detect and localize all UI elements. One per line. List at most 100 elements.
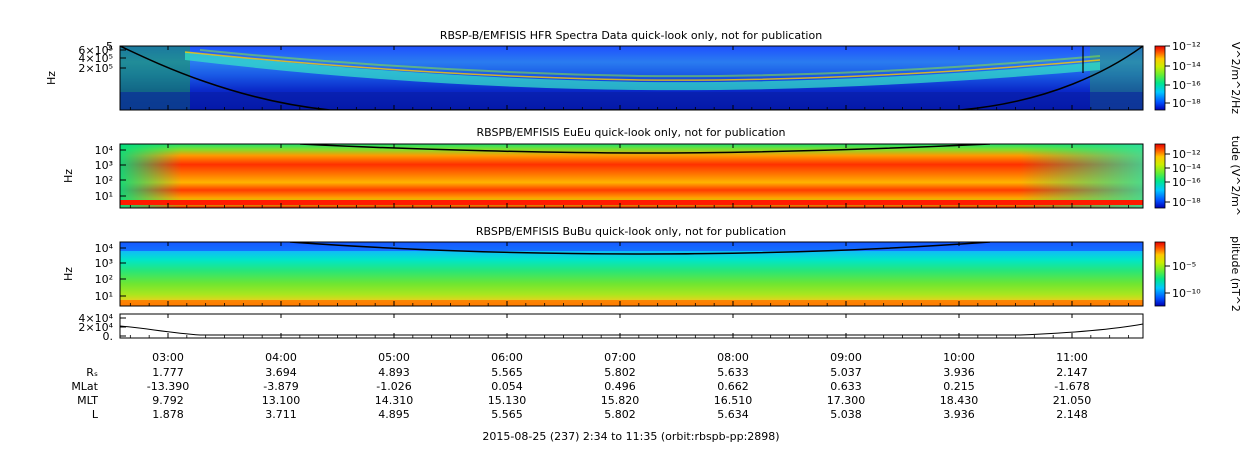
bubu-spectrogram (120, 242, 1143, 306)
ephemeris-value: 0.054 (491, 380, 523, 393)
ephemeris-value: 5.634 (717, 408, 749, 421)
ephemeris-value: 5.565 (491, 408, 523, 421)
time-axis: 03:00 04:00 05:00 06:00 07:00 08:00 09:00 10:00… (129, 46, 1129, 364)
ephemeris-value: -13.390 (147, 380, 189, 393)
colorbar-tick-label: 10⁻¹² (1172, 40, 1201, 53)
eueu-title: RBSPB/EMFISIS EuEu quick-look only, not … (476, 126, 785, 139)
ephemeris-value: 3.694 (265, 366, 297, 379)
bubu-boundary-curve (289, 242, 991, 255)
colorbar-tick-label: 10⁻¹⁴ (1172, 162, 1201, 175)
hfr-ylabel: Hz (45, 71, 58, 85)
ephemeris-value: 0.633 (830, 380, 862, 393)
ephemeris-table: Rₛ 1.777 3.694 4.893 5.565 5.802 5.633 5.037 3.9… (71, 366, 1091, 421)
colorbar-tick-label: 10⁻¹⁴ (1172, 60, 1201, 73)
ephemeris-value: 5.633 (717, 366, 749, 379)
ephemeris-row-label: MLat (71, 380, 98, 393)
ephemeris-value: 3.936 (943, 408, 975, 421)
hfr-panel: RBSP-B/EMFISIS HFR Spectra Data quick-lo… (45, 29, 1242, 114)
ytick-label: 4×10⁵ (78, 52, 113, 65)
ytick-label: 10² (95, 174, 113, 187)
hfr-title: RBSP-B/EMFISIS HFR Spectra Data quick-lo… (440, 29, 822, 42)
ephemeris-value: -1.678 (1054, 380, 1089, 393)
hfr-colorbar: 10⁻¹² 10⁻¹⁴ 10⁻¹⁶ 10⁻¹⁸ V^2/m^2/Hz (1154, 40, 1242, 114)
ephemeris-value: 5.802 (604, 408, 636, 421)
ytick-label: 0. (103, 330, 114, 343)
ephemeris-value: -1.026 (376, 380, 411, 393)
bubu-colorbar-label: plitude (nT^2 (1229, 236, 1242, 312)
ephemeris-value: 16.510 (714, 394, 753, 407)
bubu-panel: RBSPB/EMFISIS BuBu quick-look only, not … (62, 225, 1242, 312)
ephemeris-value: 9.792 (152, 394, 184, 407)
hfr-colorbar-label: V^2/m^2/Hz (1229, 42, 1242, 114)
colorbar-tick-label: 10⁻⁵ (1172, 260, 1196, 273)
hfr-ytick-top: 5 (106, 40, 113, 53)
ephemeris-value: -3.879 (263, 380, 298, 393)
line-panel-curve (119, 323, 1144, 336)
ephemeris-value: 5.038 (830, 408, 862, 421)
ephemeris-value: 15.820 (601, 394, 640, 407)
time-tick-label: 06:00 (491, 351, 523, 364)
colorbar-tick-label: 10⁻¹⁶ (1172, 176, 1201, 189)
ephemeris-value: 5.037 (830, 366, 862, 379)
bubu-title: RBSPB/EMFISIS BuBu quick-look only, not … (476, 225, 786, 238)
colorbar-tick-label: 10⁻¹² (1172, 148, 1201, 161)
ephemeris-value: 17.300 (827, 394, 866, 407)
ephemeris-value: 18.430 (940, 394, 979, 407)
ephemeris-value: 5.802 (604, 366, 636, 379)
ephemeris-value: 2.148 (1056, 408, 1088, 421)
footer-text: 2015-08-25 (237) 2:34 to 11:35 (orbit:rb… (482, 430, 779, 443)
ytick-label: 10⁴ (95, 242, 114, 255)
ephemeris-value: 1.777 (152, 366, 184, 379)
colorbar-tick-label: 10⁻¹⁶ (1172, 79, 1201, 92)
eueu-panel: RBSPB/EMFISIS EuEu quick-look only, not … (62, 126, 1242, 216)
ephemeris-value: 0.496 (604, 380, 636, 393)
ephemeris-value: 0.215 (943, 380, 975, 393)
ephemeris-value: 13.100 (262, 394, 301, 407)
time-tick-label: 09:00 (830, 351, 862, 364)
ephemeris-value: 3.936 (943, 366, 975, 379)
ytick-label: 10² (95, 273, 113, 286)
bubu-ylabel: Hz (62, 267, 75, 281)
ephemeris-value: 14.310 (375, 394, 414, 407)
hfr-spectrogram (120, 46, 1143, 110)
time-tick-label: 11:00 (1056, 351, 1088, 364)
ytick-label: 6×10⁵ (78, 44, 113, 57)
time-tick-label: 05:00 (378, 351, 410, 364)
eueu-boundary-curve (299, 144, 991, 154)
colorbar-tick-label: 10⁻¹⁸ (1172, 97, 1201, 110)
ytick-label: 10¹ (95, 290, 113, 303)
ephemeris-value: 4.893 (378, 366, 410, 379)
ytick-label: 10¹ (95, 190, 113, 203)
time-tick-label: 10:00 (943, 351, 975, 364)
hfr-boundary-curve (120, 46, 1143, 110)
ytick-label: 4×10⁴ (78, 312, 113, 325)
ytick-label: 10⁴ (95, 144, 114, 157)
ytick-label: 10³ (95, 159, 113, 172)
ephemeris-value: 2.147 (1056, 366, 1088, 379)
ephemeris-value: 4.895 (378, 408, 410, 421)
ephemeris-row-label: MLT (77, 394, 98, 407)
time-tick-label: 04:00 (265, 351, 297, 364)
eueu-colorbar-label: tude (V^2/m^ (1229, 136, 1242, 216)
time-tick-label: 08:00 (717, 351, 749, 364)
ytick-label: 2×10⁵ (78, 62, 113, 75)
time-tick-label: 03:00 (152, 351, 184, 364)
ephemeris-value: 1.878 (152, 408, 184, 421)
ytick-label: 2×10⁴ (78, 321, 113, 334)
ephemeris-value: 5.565 (491, 366, 523, 379)
ephemeris-value: 21.050 (1053, 394, 1092, 407)
colorbar-tick-label: 10⁻¹⁰ (1172, 287, 1201, 300)
colorbar-tick-label: 10⁻¹⁸ (1172, 196, 1201, 209)
ephemeris-row-label: L (92, 408, 99, 421)
ephemeris-value: 0.662 (717, 380, 749, 393)
bubu-colorbar: 10⁻⁵ 10⁻¹⁰ plitude (nT^2 (1154, 236, 1242, 312)
ephemeris-row-label: Rₛ (86, 366, 98, 379)
ephemeris-value: 3.711 (265, 408, 297, 421)
eueu-ylabel: Hz (62, 169, 75, 183)
eueu-spectrogram (120, 144, 1143, 208)
ephemeris-value: 15.130 (488, 394, 527, 407)
time-tick-label: 07:00 (604, 351, 636, 364)
